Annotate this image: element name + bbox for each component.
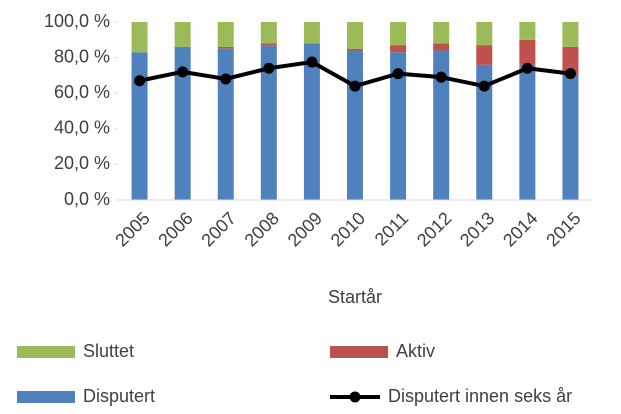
x-tick-label: 2011 <box>371 208 413 250</box>
bar-segment <box>174 22 191 47</box>
y-tick-label: 100,0 % <box>44 11 110 31</box>
line-point <box>521 62 533 74</box>
line-point <box>306 56 318 68</box>
x-tick-label: 2005 <box>111 208 153 250</box>
x-tick-label: 2014 <box>499 208 541 250</box>
bar-segment <box>562 75 579 200</box>
legend-swatch <box>17 391 75 403</box>
y-tick-label: 20,0 % <box>54 153 110 173</box>
x-tick-label: 2010 <box>327 208 369 250</box>
bar-segment <box>174 46 191 200</box>
bar-segment <box>260 43 277 46</box>
bar-segment <box>433 50 450 201</box>
bar-segment <box>476 64 493 200</box>
line-point <box>177 66 189 78</box>
bar-segment <box>390 52 407 201</box>
line-point <box>478 80 490 92</box>
bar-segment <box>562 46 579 76</box>
x-tick-label: 2007 <box>197 208 239 250</box>
line-point <box>392 68 404 80</box>
bar-segment <box>433 22 450 44</box>
bar-segment <box>303 43 320 200</box>
y-tick-label: 80,0 % <box>54 46 110 66</box>
legend-swatch <box>17 346 75 358</box>
line-point <box>220 73 232 85</box>
bar-segment <box>390 22 407 46</box>
bar-segment <box>433 43 450 51</box>
x-axis-label: Startår <box>328 287 382 307</box>
bar-segment <box>347 48 363 51</box>
x-tick-label: 2006 <box>154 208 196 250</box>
bar-segment <box>217 22 234 47</box>
bar-segment <box>217 46 234 49</box>
y-tick-label: 0,0 % <box>64 189 110 209</box>
bar-segment <box>519 39 536 65</box>
line-point <box>435 71 447 83</box>
y-tick-label: 40,0 % <box>54 118 110 138</box>
legend-marker <box>349 391 361 403</box>
bar-segment <box>217 48 234 201</box>
bar-segment <box>260 22 277 44</box>
bar-segment <box>347 50 363 201</box>
legend-label: Aktiv <box>396 341 435 361</box>
x-tick-label: 2015 <box>542 208 584 250</box>
legend-label: Disputert <box>83 386 155 406</box>
bar-segment <box>519 22 536 40</box>
legend-label: Disputert innen seks år <box>388 386 572 406</box>
bar-segment <box>476 22 493 46</box>
bar-segment <box>260 45 277 200</box>
x-tick-label: 2013 <box>456 208 498 250</box>
bar-segment <box>131 52 148 201</box>
line-point <box>349 80 361 92</box>
line-point <box>134 75 146 87</box>
legend-swatch <box>330 346 388 358</box>
bar-segment <box>303 22 320 44</box>
bar-segment <box>562 22 579 47</box>
x-tick-label: 2009 <box>284 208 326 250</box>
y-tick-label: 60,0 % <box>54 82 110 102</box>
bar-segment <box>476 45 493 65</box>
line-point <box>263 62 275 74</box>
bar-segment <box>347 22 363 49</box>
x-tick-label: 2012 <box>413 208 455 250</box>
line-point <box>564 68 576 80</box>
legend-label: Sluttet <box>83 341 134 361</box>
bar-segment <box>519 64 536 200</box>
bar-segment <box>390 45 407 53</box>
x-tick-label: 2008 <box>241 208 283 250</box>
bar-segment <box>131 22 148 53</box>
